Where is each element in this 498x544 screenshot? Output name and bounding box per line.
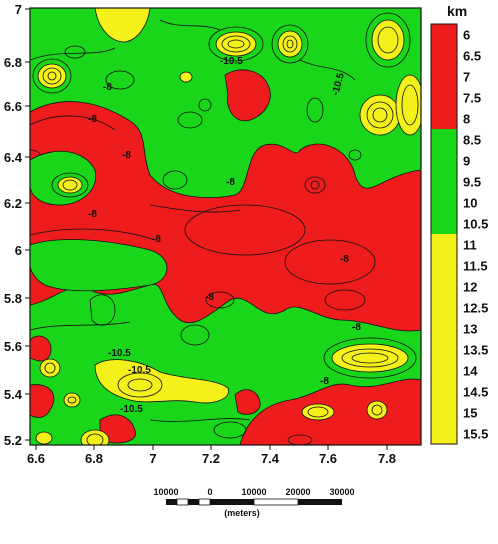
contour-map: -10.5 -10.5 -8 -8 -8 -8 -8 -8 -8 -10.5 -…	[30, 8, 421, 445]
high-value-zones	[35, 8, 421, 445]
legend-label: 11.5	[463, 259, 488, 274]
legend-label: 15.5	[463, 427, 488, 442]
legend-label: 9.5	[463, 175, 481, 190]
contour-lines	[30, 12, 419, 445]
legend-frame	[430, 23, 458, 445]
legend-swatch	[431, 24, 457, 45]
contour-label: -8	[88, 114, 97, 125]
contour-label: -8	[352, 322, 361, 333]
color-legend: km 6 6.5 7 7.5 8 8.5 9 9.5 10 10.5 11 11.5 12 12.5 13 1…	[430, 3, 488, 445]
legend-label: 8.5	[463, 133, 481, 148]
map-frame	[29, 7, 422, 446]
contour-label: -10.5	[220, 56, 243, 67]
x-tick-label: 6.8	[85, 451, 103, 466]
legend-label: 14.5	[463, 385, 488, 400]
contour-label: -8	[205, 292, 214, 303]
y-axis: 7 6.8 6.6 6.4 6.2 6 5.8 5.6 5.4 5.2	[4, 2, 23, 448]
legend-swatch	[431, 402, 457, 423]
legend-label: 8	[463, 112, 470, 127]
legend-label: 7	[463, 70, 470, 85]
contour-label: -10.5	[128, 365, 151, 376]
scale-label: 10000	[153, 487, 178, 497]
x-axis: 6.6 6.8 7 7.2 7.4 7.6 7.8	[27, 451, 396, 466]
legend-label: 13.5	[463, 343, 488, 358]
y-tick-label: 6.2	[4, 196, 22, 211]
legend-label: 11	[463, 238, 477, 253]
legend-swatch	[431, 192, 457, 213]
contour-label: -8	[103, 82, 112, 93]
scale-label: 20000	[285, 487, 310, 497]
scale-label: 30000	[329, 487, 354, 497]
contour-label: -8	[88, 209, 97, 220]
contour-label: -8	[122, 150, 131, 161]
legend-label: 9	[463, 154, 470, 169]
contour-label: -10.5	[108, 348, 131, 359]
contour-label: -10.5	[120, 404, 143, 415]
contour-label: -8	[340, 254, 349, 265]
legend-swatch	[431, 276, 457, 297]
legend-swatch	[431, 45, 457, 66]
contour-label: -8	[320, 376, 329, 387]
scale-bar: 10000 0 10000 20000 30000 (meters)	[153, 487, 354, 518]
y-tick-label: 6.4	[4, 150, 23, 165]
x-tick-label: 7.6	[319, 451, 337, 466]
legend-swatch	[431, 255, 457, 276]
legend-swatch	[431, 297, 457, 318]
y-tick-label: 5.6	[4, 339, 22, 354]
legend-label: 10	[463, 196, 477, 211]
scale-unit-label: (meters)	[224, 508, 260, 518]
x-tick-label: 7.8	[378, 451, 396, 466]
legend-swatch	[431, 87, 457, 108]
axis-ticks	[25, 8, 388, 450]
y-tick-label: 6.8	[4, 55, 22, 70]
legend-swatch	[431, 234, 457, 255]
x-tick-label: 7.2	[202, 451, 220, 466]
legend-title: km	[447, 3, 467, 19]
x-tick-label: 6.6	[27, 451, 45, 466]
y-tick-label: 6	[15, 243, 22, 258]
legend-swatch	[431, 318, 457, 339]
legend-swatch	[431, 129, 457, 150]
legend-label: 12.5	[463, 301, 488, 316]
legend-swatch	[431, 360, 457, 381]
legend-label: 6	[463, 28, 470, 43]
x-tick-label: 7.4	[261, 451, 280, 466]
x-tick-label: 7	[149, 451, 156, 466]
legend-swatch	[431, 213, 457, 234]
legend-swatch	[431, 339, 457, 360]
legend-swatch	[431, 66, 457, 87]
legend-label: 6.5	[463, 49, 481, 64]
y-tick-label: 5.4	[4, 387, 23, 402]
contour-label: -8	[226, 177, 235, 188]
scale-label: 10000	[241, 487, 266, 497]
y-tick-label: 5.8	[4, 291, 22, 306]
scale-label: 0	[207, 487, 212, 497]
y-tick-label: 5.2	[4, 433, 22, 448]
legend-swatch	[431, 150, 457, 171]
legend-swatch	[431, 171, 457, 192]
legend-swatch	[431, 381, 457, 402]
y-tick-label: 6.6	[4, 99, 22, 114]
contour-label: -8	[152, 234, 161, 245]
legend-label: 15	[463, 406, 477, 421]
legend-label: 7.5	[463, 91, 481, 106]
legend-label: 12	[463, 280, 477, 295]
y-tick-label: 7	[15, 2, 22, 17]
legend-label: 10.5	[463, 217, 488, 232]
legend-label: 14	[463, 364, 478, 379]
legend-swatch	[431, 108, 457, 129]
legend-swatch	[431, 423, 457, 444]
legend-label: 13	[463, 322, 477, 337]
